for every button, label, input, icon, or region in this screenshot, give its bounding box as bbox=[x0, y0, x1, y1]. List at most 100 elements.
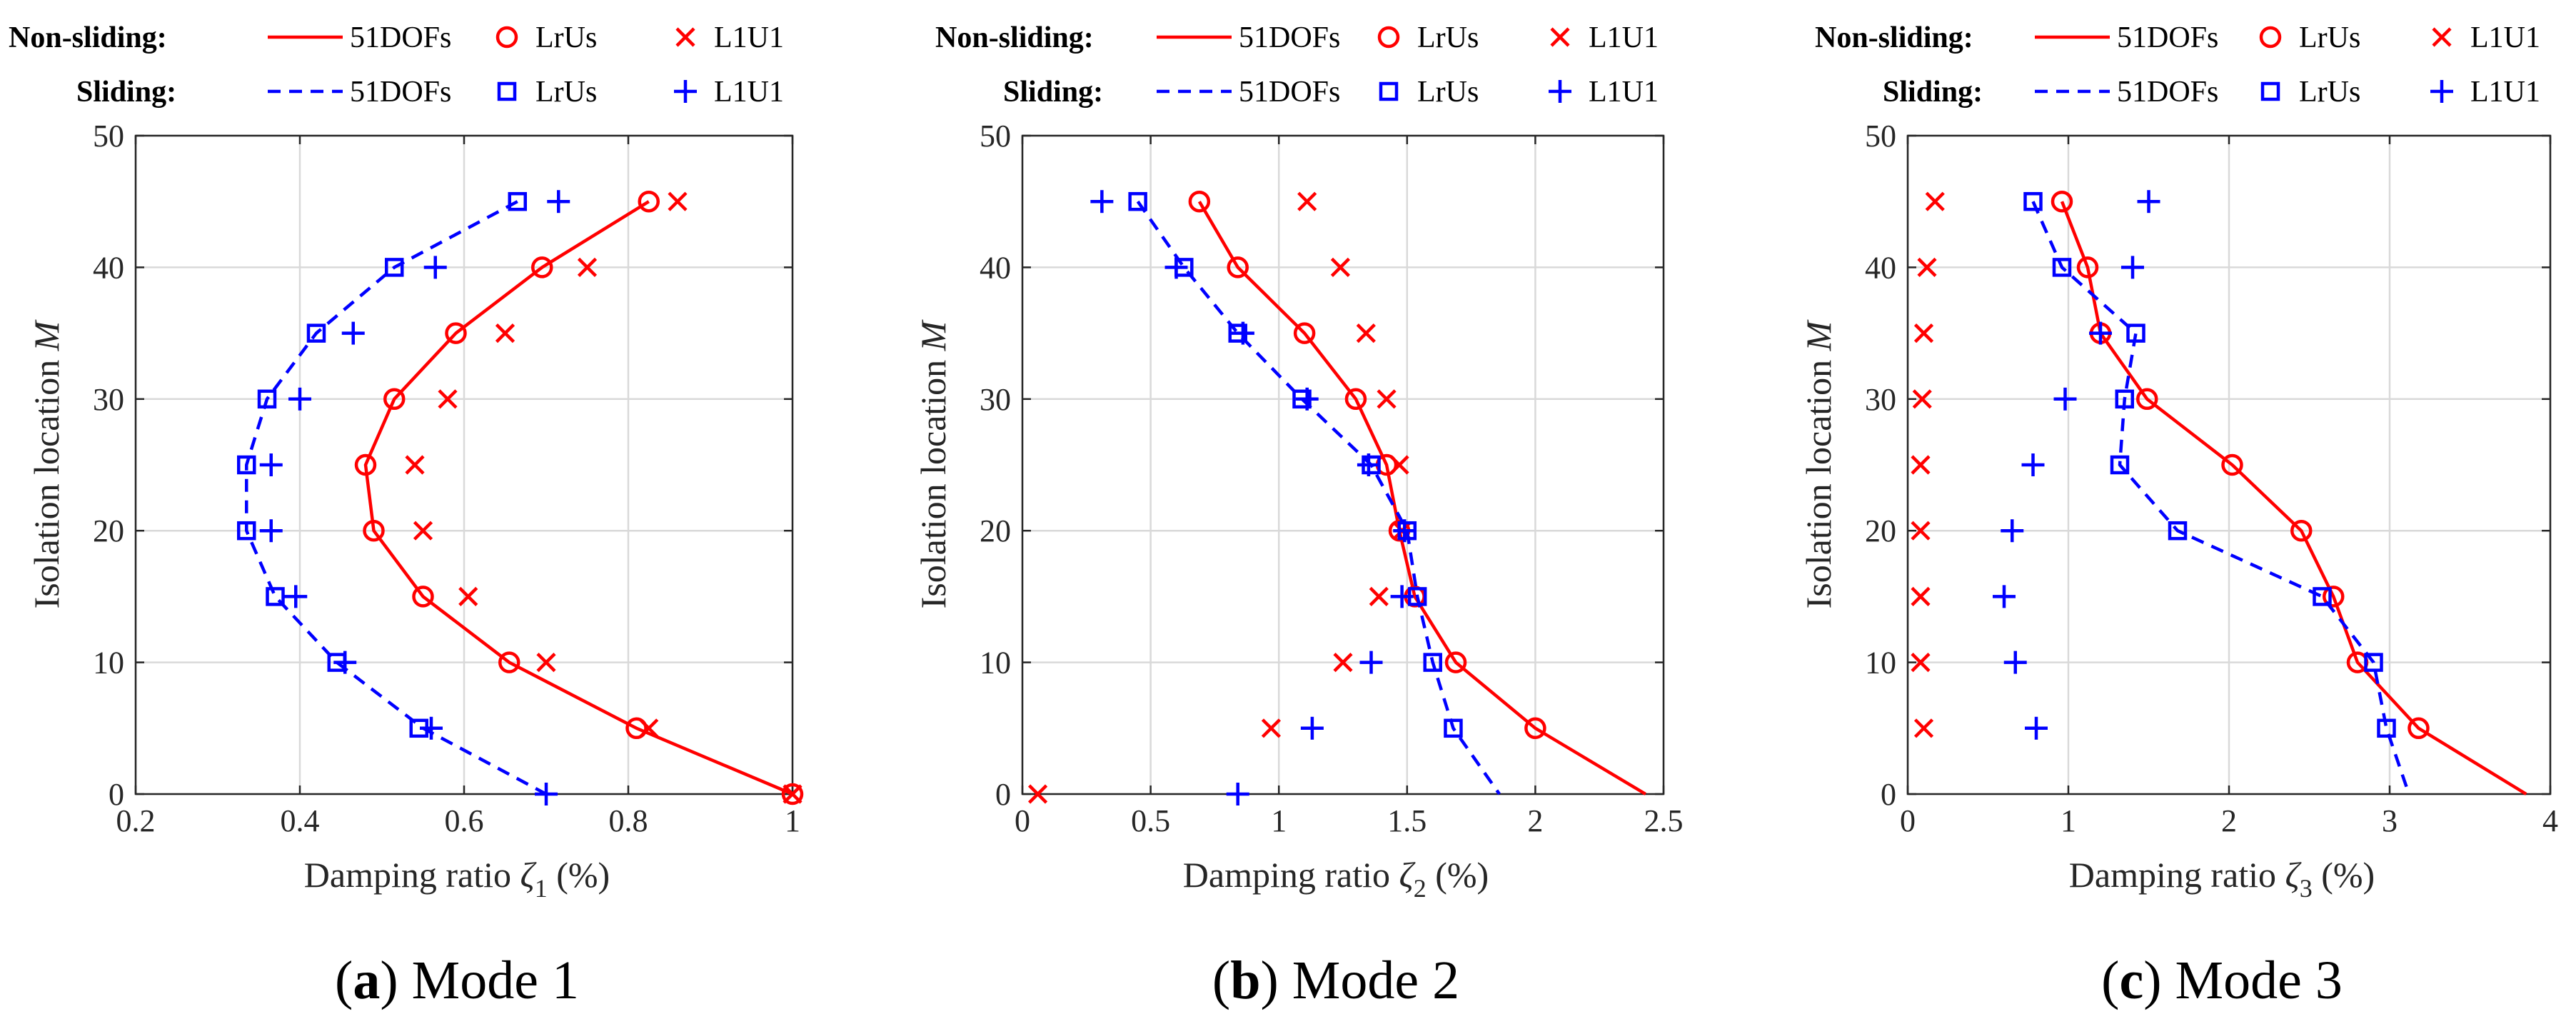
x-tick-label: 4 bbox=[2542, 803, 2558, 838]
marker-sliding-lrus-6 bbox=[2313, 587, 2332, 606]
legend-label-sliding-l1u1: L1U1 bbox=[714, 76, 784, 109]
marker-non-sliding-l1u1-2 bbox=[1913, 323, 1934, 343]
y-axis-title: Isolation location M bbox=[913, 319, 953, 608]
marker-non-sliding-l1u1-6 bbox=[1369, 586, 1389, 606]
marker-non-sliding-l1u1-3 bbox=[1377, 389, 1397, 409]
caption-text: ) Mode 2 bbox=[1260, 950, 1459, 1010]
x-axis-title-symbol: ζ bbox=[2285, 855, 2303, 895]
y-axis-title: Isolation location M bbox=[1798, 319, 1838, 608]
x-tick-label: 0 bbox=[1900, 803, 1916, 838]
marker-sliding-lrus-2 bbox=[306, 323, 326, 343]
marker-non-sliding-lrus-1 bbox=[2076, 256, 2099, 278]
legend-header-non-sliding: Non-sliding: bbox=[1815, 21, 1973, 54]
x-tick-label: 0 bbox=[1015, 803, 1030, 838]
marker-non-sliding-l1u1-5 bbox=[413, 521, 433, 541]
y-tick-label: 0 bbox=[995, 777, 1011, 812]
x-axis-title-symbol: ζ bbox=[520, 855, 538, 895]
marker-non-sliding-l1u1-7 bbox=[1333, 653, 1353, 673]
x-axis-title-subscript: 3 bbox=[2300, 874, 2313, 903]
y-axis-title: Isolation location M bbox=[26, 319, 66, 608]
marker-non-sliding-l1u1-3-stroke-b bbox=[1377, 389, 1397, 409]
series-non-sliding-51dofs bbox=[363, 200, 793, 796]
marker-non-sliding-l1u1-4-stroke-b bbox=[405, 455, 425, 475]
x-axis-title-text: Damping ratio bbox=[1183, 855, 1399, 895]
marker-non-sliding-lrus-0 bbox=[638, 190, 660, 213]
marker-non-sliding-lrus-1 bbox=[1227, 256, 1249, 278]
y-tick-label: 10 bbox=[1865, 646, 1896, 681]
legend: Non-sliding: 51DOFs LrUs L1U1 Sliding: 51DOFs… bbox=[935, 21, 1659, 109]
series-sliding-lrus bbox=[2023, 191, 2396, 738]
marker-sliding-lrus-8 bbox=[2377, 718, 2396, 738]
legend-marker-non-sliding-l1u1-stroke-b bbox=[675, 27, 695, 47]
panel-caption: (b) Mode 2 bbox=[1212, 950, 1459, 1010]
marker-sliding-l1u1-3 bbox=[1295, 387, 1319, 411]
x-tick-label: 0.5 bbox=[1131, 803, 1170, 838]
y-tick-label: 0 bbox=[1881, 777, 1896, 812]
x-axis-title-unit: (%) bbox=[548, 855, 610, 895]
marker-non-sliding-l1u1-1-stroke-b bbox=[1330, 257, 1350, 277]
legend-marker-sliding-lrus bbox=[497, 81, 517, 101]
marker-sliding-lrus-7 bbox=[1423, 653, 1442, 672]
panel-caption: (c) Mode 3 bbox=[2101, 950, 2343, 1010]
legend-label-non-sliding-l1u1: L1U1 bbox=[714, 21, 784, 54]
y-tick-label: 30 bbox=[1865, 382, 1896, 417]
marker-non-sliding-lrus-6 bbox=[2323, 586, 2345, 608]
caption-open-paren: ( bbox=[2101, 950, 2119, 1010]
panel-mode-2: 0 0.5 1 1.5 2 2.5 0 10 20 30 40 50 Damping ratio ζ2 … bbox=[913, 21, 1684, 1010]
series-non-sliding-lrus bbox=[354, 190, 804, 805]
marker-sliding-l1u1-8 bbox=[2025, 716, 2048, 740]
marker-sliding-l1u1-1 bbox=[1164, 256, 1188, 279]
legend-marker-sliding-l1u1 bbox=[1549, 80, 1571, 103]
marker-sliding-l1u1-3 bbox=[2053, 387, 2077, 411]
marker-sliding-l1u1-0 bbox=[2137, 190, 2160, 214]
marker-sliding-l1u1-7 bbox=[1359, 651, 1383, 674]
marker-sliding-l1u1-6 bbox=[1390, 585, 1414, 608]
marker-non-sliding-lrus-4 bbox=[2221, 453, 2243, 476]
x-tick-label: 0.4 bbox=[281, 803, 320, 838]
marker-sliding-lrus-7 bbox=[2364, 653, 2383, 672]
series-non-sliding-l1u1 bbox=[1911, 191, 1945, 738]
marker-non-sliding-lrus-3 bbox=[383, 388, 406, 411]
marker-non-sliding-l1u1-0-stroke-b bbox=[1297, 191, 1317, 211]
y-axis-title-text: Isolation location bbox=[1798, 351, 1838, 608]
marker-non-sliding-l1u1-7-stroke-b bbox=[536, 653, 556, 673]
legend-label-non-sliding-l1u1: L1U1 bbox=[1589, 21, 1659, 54]
marker-sliding-l1u1-7 bbox=[333, 651, 357, 674]
marker-non-sliding-l1u1-6 bbox=[1911, 586, 1931, 606]
y-tick-label: 20 bbox=[93, 513, 124, 548]
line-non-sliding-51dofs bbox=[2060, 201, 2527, 795]
x-tick-label: 0.8 bbox=[609, 803, 648, 838]
marker-non-sliding-l1u1-6-stroke-b bbox=[1911, 586, 1931, 606]
marker-sliding-l1u1-2 bbox=[1231, 321, 1254, 345]
marker-sliding-lrus-8 bbox=[1444, 718, 1463, 738]
x-axis-title-symbol: ζ bbox=[1399, 855, 1417, 895]
marker-sliding-lrus-0 bbox=[1128, 191, 1147, 211]
marker-non-sliding-l1u1-9-stroke-b bbox=[783, 784, 803, 804]
x-axis-title-subscript: 2 bbox=[1414, 874, 1427, 903]
x-tick-label: 0.2 bbox=[116, 803, 156, 838]
marker-non-sliding-l1u1-8 bbox=[1913, 718, 1934, 738]
legend-label-sliding-l1u1: L1U1 bbox=[2470, 76, 2540, 109]
marker-non-sliding-l1u1-2-stroke-b bbox=[1913, 323, 1934, 343]
caption-open-paren: ( bbox=[335, 950, 353, 1010]
marker-non-sliding-l1u1-8 bbox=[639, 718, 659, 738]
y-tick-label: 10 bbox=[93, 646, 124, 681]
legend-label-non-sliding-lrus: LrUs bbox=[1417, 21, 1479, 54]
marker-non-sliding-l1u1-0 bbox=[1925, 191, 1945, 211]
y-tick-label: 20 bbox=[980, 513, 1011, 548]
x-axis-title: Damping ratio ζ3 (%) bbox=[2069, 855, 2375, 903]
series-sliding-l1u1 bbox=[259, 190, 570, 805]
marker-non-sliding-l1u1-5-stroke-b bbox=[1911, 521, 1931, 541]
legend-label-sliding-lrus: LrUs bbox=[535, 76, 597, 109]
series-non-sliding-51dofs bbox=[2060, 201, 2527, 795]
marker-non-sliding-l1u1-5-stroke-b bbox=[413, 521, 433, 541]
line-non-sliding-51dofs bbox=[363, 200, 793, 796]
x-axis-title-text: Damping ratio bbox=[2069, 855, 2285, 895]
marker-non-sliding-l1u1-3 bbox=[1912, 389, 1932, 409]
x-tick-label: 3 bbox=[2382, 803, 2398, 838]
legend-label-non-sliding-51dofs: 51DOFs bbox=[350, 21, 451, 54]
legend-label-non-sliding-51dofs: 51DOFs bbox=[1239, 21, 1340, 54]
marker-non-sliding-l1u1-4 bbox=[405, 455, 425, 475]
y-axis-title-text: Isolation location bbox=[26, 351, 66, 608]
